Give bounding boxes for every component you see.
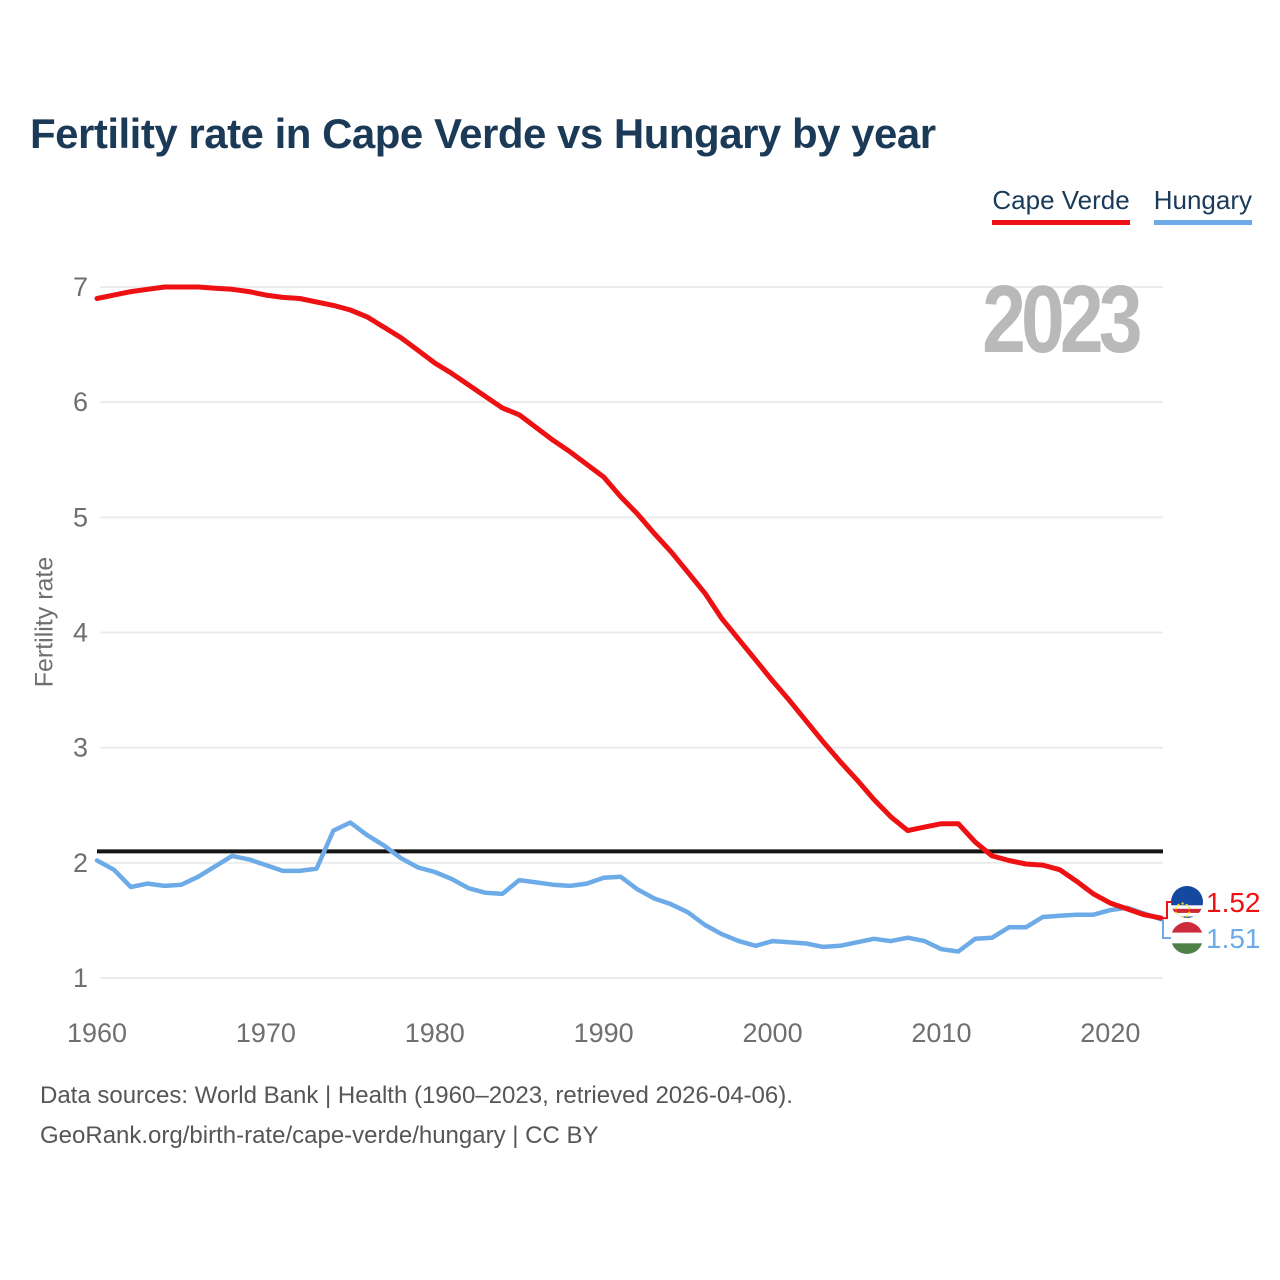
footer: Data sources: World Bank | Health (1960–… — [40, 1076, 793, 1156]
x-tick-label: 2010 — [911, 1018, 971, 1048]
x-tick-label: 1980 — [405, 1018, 465, 1048]
y-tick-label: 1 — [73, 963, 88, 993]
y-tick-label: 7 — [73, 272, 88, 302]
x-tick-label: 2000 — [743, 1018, 803, 1048]
x-tick-label: 1990 — [574, 1018, 634, 1048]
watermark-year: 2023 — [982, 266, 1143, 373]
series-line-hungary[interactable] — [94, 820, 1164, 954]
cape-verde-flag-icon — [1171, 886, 1203, 918]
y-tick-label: 2 — [73, 848, 88, 878]
y-tick-label: 3 — [73, 733, 88, 763]
connector-cape-verde — [1163, 901, 1171, 920]
hungary-flag-icon — [1171, 922, 1203, 954]
connector-hungary — [1162, 919, 1171, 939]
footer-source-line: Data sources: World Bank | Health (1960–… — [40, 1082, 793, 1109]
x-tick-label: 1960 — [67, 1018, 127, 1048]
y-tick-label: 5 — [73, 502, 88, 532]
footer-url-line: GeoRank.org/birth-rate/cape-verde/hungar… — [40, 1122, 599, 1149]
legend-item-cape-verde[interactable]: Cape Verde — [992, 185, 1130, 225]
end-value-hungary: 1.51 — [1206, 923, 1261, 954]
legend-item-hungary[interactable]: Hungary — [1153, 185, 1252, 225]
y-tick-label: 4 — [73, 618, 88, 648]
chart-title: Fertility rate in Cape Verde vs Hungary … — [30, 110, 936, 157]
x-tick-label: 2020 — [1080, 1018, 1140, 1048]
x-tick-label: 1970 — [236, 1018, 296, 1048]
end-value-cape-verde: 1.52 — [1206, 887, 1261, 918]
y-tick-label: 6 — [73, 387, 88, 417]
legend: Cape Verde Hungary — [992, 185, 1252, 225]
series-line-cape-verde[interactable] — [94, 284, 1164, 921]
